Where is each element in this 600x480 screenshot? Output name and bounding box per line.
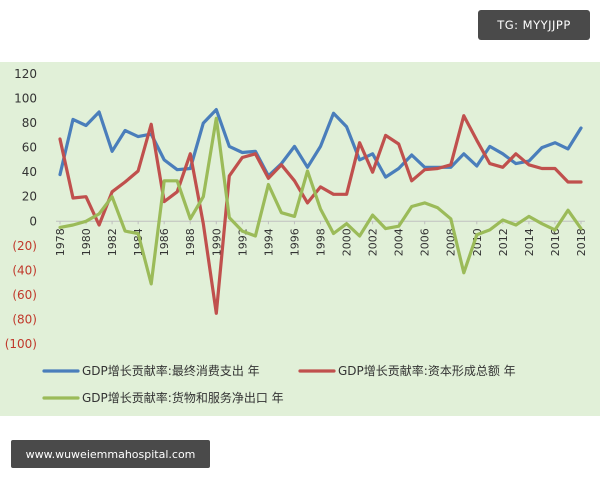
x-tick-label: 2012 <box>497 228 510 256</box>
y-tick-label: 80 <box>22 116 37 130</box>
x-tick-label: 2010 <box>471 228 484 256</box>
x-tick-label: 1998 <box>315 228 328 256</box>
x-tick-label: 1986 <box>158 228 171 256</box>
y-tick-label: (60) <box>12 288 37 302</box>
x-tick-label: 2016 <box>549 228 562 256</box>
line-chart: 120 100 80 60 40 20 0 (20) (40) (60) (80) (100) 1978… <box>5 67 588 405</box>
x-tick-label: 2002 <box>367 228 380 256</box>
website-watermark[interactable]: www.wuweiemmahospital.com <box>11 440 210 468</box>
legend-label: GDP增长贡献率:货物和服务净出口 年 <box>82 390 284 405</box>
y-tick-label: 60 <box>22 141 37 155</box>
x-tick-label: 2014 <box>523 228 536 256</box>
x-tick-label: 1994 <box>262 228 275 256</box>
channel-tag: TG: MYYJJPP <box>478 10 590 40</box>
legend-label: GDP增长贡献率:最终消费支出 年 <box>82 363 260 378</box>
y-tick-label: 20 <box>22 190 37 204</box>
y-tick-label: (100) <box>5 337 37 351</box>
y-tick-label: (20) <box>12 239 37 253</box>
y-tick-label: 40 <box>22 165 37 179</box>
y-tick-label: 0 <box>29 214 37 228</box>
y-tick-label: 120 <box>14 67 37 81</box>
x-tick-label: 1992 <box>236 228 249 256</box>
x-tick-label: 1996 <box>288 228 301 256</box>
y-tick-label: (80) <box>12 312 37 326</box>
y-tick-label: 100 <box>14 92 37 106</box>
series-line <box>58 114 583 315</box>
x-tick-label: 1980 <box>80 228 93 256</box>
y-tick-label: (40) <box>12 263 37 277</box>
legend-label: GDP增长贡献率:资本形成总额 年 <box>338 363 516 378</box>
x-tick-label: 1982 <box>106 228 119 256</box>
x-tick-label: 2006 <box>419 228 432 256</box>
x-tick-label: 2018 <box>575 228 588 256</box>
x-tick-label: 2004 <box>393 228 406 256</box>
series-line <box>58 116 583 286</box>
x-tick-label: 1990 <box>210 228 223 256</box>
x-tick-label: 1988 <box>184 228 197 256</box>
chart-panel: 120 100 80 60 40 20 0 (20) (40) (60) (80) (100) 1978… <box>0 62 600 416</box>
x-tick-label: 2000 <box>341 228 354 256</box>
x-tick-label: 1978 <box>54 228 67 256</box>
